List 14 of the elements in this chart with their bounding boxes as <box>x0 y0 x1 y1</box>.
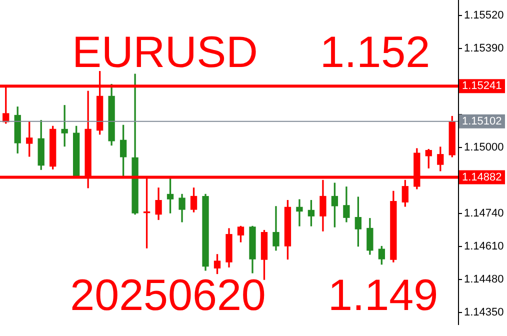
y-tick-label: 1.14480 <box>464 273 504 286</box>
ref-line-label: 1.15241 <box>462 80 502 92</box>
ref-line-label: 1.15102 <box>462 115 502 128</box>
y-tick-label: 1.15390 <box>464 42 504 54</box>
y-tick-label: 1.15000 <box>464 141 504 154</box>
annotation: 20250620 <box>70 271 266 320</box>
y-tick-label: 1.14610 <box>464 240 504 252</box>
annotation: 1.152 <box>320 28 430 78</box>
annotation: 1.149 <box>328 271 438 320</box>
annotation: EURUSD <box>72 28 258 78</box>
y-tick-label: 1.15520 <box>464 9 504 22</box>
y-tick-label: 1.14350 <box>464 306 504 318</box>
ref-line-label: 1.14882 <box>462 171 502 184</box>
y-tick-label: 1.14740 <box>464 207 504 220</box>
